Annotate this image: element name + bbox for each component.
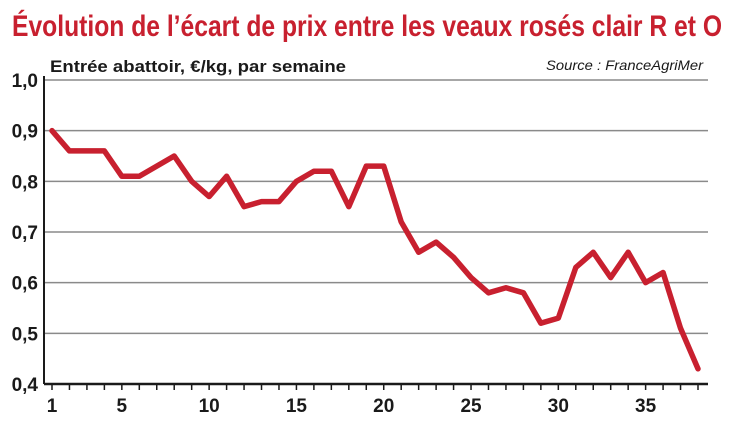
axes bbox=[43, 76, 708, 390]
x-tick-label: 35 bbox=[635, 396, 657, 417]
y-tick-label: 0,7 bbox=[12, 223, 38, 244]
chart-source: Source : FranceAgriMer bbox=[546, 57, 704, 73]
x-tick-label: 5 bbox=[117, 396, 128, 417]
y-tick-label: 0,8 bbox=[12, 172, 38, 193]
y-tick-label: 0,6 bbox=[12, 274, 38, 295]
y-tick-labels: 0,4 0,5 0,6 0,7 0,8 0,9 1,0 bbox=[12, 71, 39, 396]
x-tick-labels: 1 5 10 15 20 25 30 35 bbox=[47, 396, 657, 417]
x-tick-label: 20 bbox=[373, 396, 394, 417]
chart-title: Évolution de l’écart de prix entre les v… bbox=[12, 9, 722, 43]
x-tick-label: 25 bbox=[460, 396, 482, 417]
series bbox=[49, 127, 701, 372]
x-tick-label: 15 bbox=[286, 396, 308, 417]
x-tick-label: 1 bbox=[47, 396, 58, 417]
grid-lines bbox=[44, 79, 708, 335]
y-tick-label: 0,5 bbox=[12, 324, 39, 345]
y-tick-label: 1,0 bbox=[12, 71, 38, 92]
y-tick-label: 0,9 bbox=[12, 122, 38, 143]
chart-subtitle: Entrée abattoir, €/kg, par semaine bbox=[50, 57, 346, 76]
x-tick-label: 30 bbox=[548, 396, 569, 417]
x-tick-label: 10 bbox=[199, 396, 220, 417]
y-tick-label: 0,4 bbox=[12, 375, 39, 396]
series-line bbox=[49, 127, 701, 372]
